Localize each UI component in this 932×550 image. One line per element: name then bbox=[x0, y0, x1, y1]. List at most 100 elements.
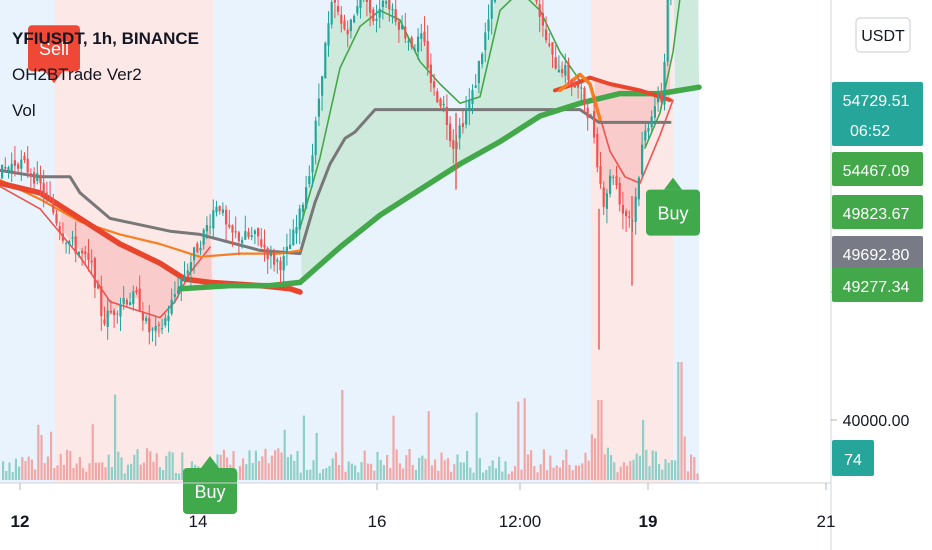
candle-body bbox=[52, 200, 55, 213]
volume-bar bbox=[264, 448, 267, 480]
candle-body bbox=[468, 100, 471, 111]
candle-body bbox=[452, 140, 455, 149]
candle-body bbox=[493, 0, 496, 2]
signal-sell-0[interactable]: Sell bbox=[28, 25, 80, 84]
signal-buy-3[interactable]: Buy bbox=[646, 177, 700, 236]
candle-body bbox=[177, 290, 180, 294]
volume-bar bbox=[696, 473, 699, 480]
volume-bar bbox=[270, 455, 273, 480]
candle-body bbox=[471, 89, 474, 104]
volume-bar bbox=[440, 452, 443, 480]
candle-body bbox=[260, 239, 263, 247]
trend-zone-0 bbox=[0, 0, 55, 483]
volume-bar bbox=[526, 454, 529, 480]
candle-body bbox=[429, 64, 432, 83]
candle-body bbox=[305, 187, 308, 209]
candle-body bbox=[417, 36, 420, 52]
volume-bar bbox=[542, 449, 545, 480]
volume-bar bbox=[286, 457, 289, 480]
volume-bar bbox=[146, 448, 149, 480]
volume-bar bbox=[50, 431, 53, 480]
volume-bar bbox=[446, 458, 449, 480]
candle-body bbox=[311, 155, 314, 173]
candle-body bbox=[337, 6, 340, 12]
volume-bar bbox=[443, 460, 446, 480]
candle-body bbox=[65, 243, 68, 245]
signal-label: Sell bbox=[39, 39, 69, 59]
volume-bar bbox=[110, 466, 113, 480]
candle-body bbox=[663, 61, 666, 105]
candle-body bbox=[189, 262, 192, 271]
volume-bar bbox=[254, 450, 257, 480]
candle-body bbox=[141, 311, 144, 321]
candle-body bbox=[97, 283, 100, 289]
candle-body bbox=[282, 256, 285, 271]
volume-bar bbox=[379, 460, 382, 480]
volume-bar bbox=[312, 460, 315, 480]
thin-green-line-right bbox=[644, 0, 681, 149]
volume-bar bbox=[651, 450, 654, 480]
candle-body bbox=[273, 252, 276, 265]
volume-bar bbox=[459, 462, 462, 480]
volume-bar bbox=[46, 456, 49, 480]
volume-bar bbox=[376, 451, 379, 480]
volume-bar bbox=[642, 419, 645, 480]
volume-bar bbox=[302, 415, 305, 480]
volume-bar bbox=[354, 465, 357, 480]
volume-bar bbox=[248, 450, 251, 480]
candle-body bbox=[148, 317, 151, 333]
candle-body bbox=[573, 83, 576, 88]
volume-bar bbox=[453, 464, 456, 480]
candle-body bbox=[68, 241, 71, 245]
volume-bar bbox=[488, 465, 491, 480]
volume-bar bbox=[53, 467, 56, 480]
volume-marker-label: 74 bbox=[844, 452, 862, 469]
candle-body bbox=[266, 248, 269, 260]
candle-body bbox=[426, 40, 429, 69]
price-tick-label: 40000.00 bbox=[843, 413, 910, 430]
volume-bar bbox=[520, 469, 523, 480]
volume-bar bbox=[686, 471, 689, 480]
volume-bar bbox=[152, 461, 155, 480]
candle-body bbox=[125, 299, 128, 305]
volume-bar bbox=[350, 463, 353, 480]
volume-bar bbox=[139, 464, 142, 480]
volume-bar bbox=[523, 398, 526, 480]
candle-body bbox=[605, 193, 608, 209]
candle-body bbox=[618, 182, 621, 205]
volume-bar bbox=[501, 471, 504, 480]
volume-bar bbox=[69, 451, 72, 480]
candle-body bbox=[321, 76, 324, 96]
candle-body bbox=[353, 15, 356, 23]
candle-body bbox=[583, 88, 586, 104]
candle-body bbox=[231, 225, 234, 233]
candle-body bbox=[205, 225, 208, 232]
volume-title[interactable]: Vol bbox=[12, 101, 36, 120]
volume-bar bbox=[510, 471, 513, 480]
volume-bar bbox=[165, 455, 168, 480]
signal-buy-1[interactable]: Buy bbox=[183, 456, 237, 514]
candle-body bbox=[407, 41, 410, 43]
candle-body bbox=[458, 125, 461, 139]
volume-bar bbox=[133, 454, 136, 480]
currency-button[interactable]: USDT bbox=[855, 17, 911, 53]
volume-bar bbox=[475, 412, 478, 480]
volume-bar bbox=[142, 462, 145, 480]
volume-bar bbox=[568, 464, 571, 480]
signal-label: Buy bbox=[657, 204, 688, 224]
indicator-title[interactable]: OH2BTrade Ver2 bbox=[12, 65, 142, 84]
time-axis[interactable]: 12 14 16 12:00 19 21 bbox=[11, 483, 836, 531]
candle-body bbox=[356, 6, 359, 14]
candle-body bbox=[388, 0, 391, 10]
candle-body bbox=[55, 213, 58, 224]
candle-body bbox=[61, 233, 64, 241]
volume-bar bbox=[360, 462, 363, 480]
symbol-title[interactable]: YFIUSDT, 1h, BINANCE bbox=[12, 29, 199, 48]
volume-bar bbox=[632, 459, 635, 480]
candle-body bbox=[644, 130, 647, 141]
volume-bar bbox=[622, 462, 625, 480]
volume-marker: 74 bbox=[832, 440, 874, 476]
volume-bar bbox=[82, 468, 85, 480]
candle-body bbox=[164, 318, 167, 326]
